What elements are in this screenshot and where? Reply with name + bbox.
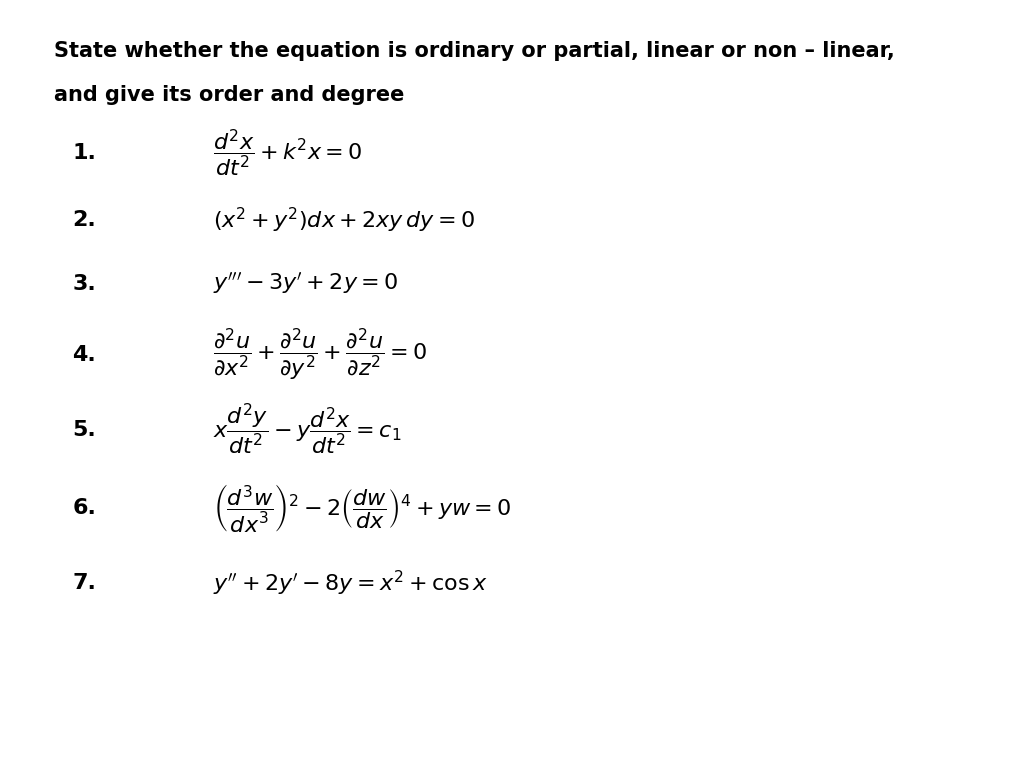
Text: $\left(\dfrac{d^3w}{dx^3}\right)^2 - 2\left(\dfrac{dw}{dx}\right)^4 + yw = 0$: $\left(\dfrac{d^3w}{dx^3}\right)^2 - 2\l… <box>214 482 512 534</box>
Text: 6.: 6. <box>72 498 96 518</box>
Text: 7.: 7. <box>72 573 96 593</box>
Text: 3.: 3. <box>72 274 96 293</box>
Text: State whether the equation is ordinary or partial, linear or non – linear,: State whether the equation is ordinary o… <box>54 40 895 61</box>
Text: 2.: 2. <box>72 210 96 230</box>
Text: and give its order and degree: and give its order and degree <box>54 85 405 105</box>
Text: $\dfrac{d^2x}{dt^2} + k^2x = 0$: $\dfrac{d^2x}{dt^2} + k^2x = 0$ <box>214 127 362 179</box>
Text: $y''' - 3y' + 2y = 0$: $y''' - 3y' + 2y = 0$ <box>214 271 398 296</box>
Text: 4.: 4. <box>72 345 96 365</box>
Text: $(x^2 + y^2)dx + 2xy\,dy = 0$: $(x^2 + y^2)dx + 2xy\,dy = 0$ <box>214 206 475 235</box>
Text: $\dfrac{\partial^2 u}{\partial x^2} + \dfrac{\partial^2 u}{\partial y^2} + \dfra: $\dfrac{\partial^2 u}{\partial x^2} + \d… <box>214 326 427 383</box>
Text: $x\dfrac{d^2y}{dt^2} - y\dfrac{d^2x}{dt^2} = c_1$: $x\dfrac{d^2y}{dt^2} - y\dfrac{d^2x}{dt^… <box>214 402 401 457</box>
Text: 1.: 1. <box>72 142 96 163</box>
Text: $y'' + 2y' - 8y = x^2 + \cos x$: $y'' + 2y' - 8y = x^2 + \cos x$ <box>214 568 488 597</box>
Text: 5.: 5. <box>72 420 96 440</box>
